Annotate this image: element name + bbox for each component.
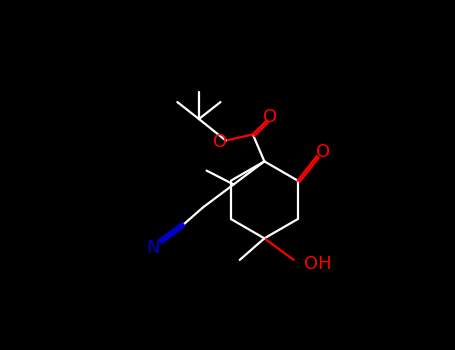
Text: N: N [146,239,159,257]
Text: O: O [213,133,228,151]
Text: OH: OH [304,255,332,273]
Text: O: O [263,108,278,126]
Text: O: O [316,143,330,161]
